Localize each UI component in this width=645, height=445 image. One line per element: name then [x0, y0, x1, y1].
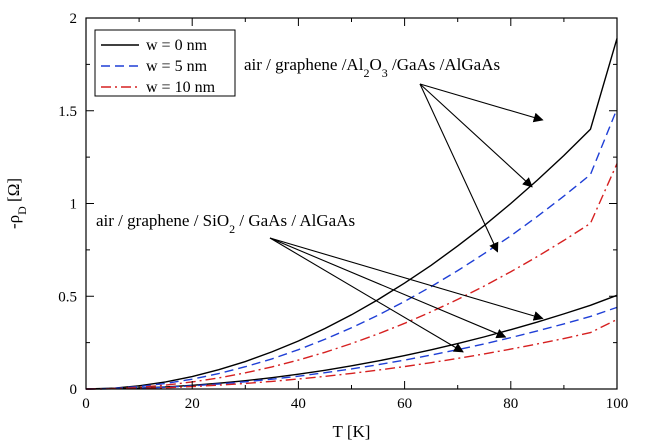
annotation-al2o3-arrow — [419, 83, 544, 123]
series-line-al2o3-2 — [85, 163, 618, 390]
y-tick-label: 1.5 — [58, 104, 77, 120]
x-tick-label: 20 — [185, 396, 200, 412]
series-line-al2o3-1 — [85, 108, 618, 390]
plot-lines — [85, 38, 618, 390]
annotations: air / graphene /Al2O3 /GaAs /AlGaAs air /… — [96, 55, 544, 353]
y-axis-title-subscript: D — [15, 206, 29, 215]
y-tick-label: 1 — [70, 197, 78, 213]
y-tick-label: 2 — [70, 11, 78, 27]
series-line-sio2-2 — [85, 318, 618, 390]
annotation-sio2-arrow — [269, 237, 544, 321]
y-tick-label: 0 — [70, 382, 78, 398]
ticks — [85, 17, 618, 390]
x-tick-label: 100 — [606, 396, 629, 412]
annotation-al2o3-text: air / graphene /Al2O3 /GaAs /AlGaAs — [244, 55, 500, 80]
x-tick-label: 60 — [397, 396, 412, 412]
y-tick-label: 0.5 — [58, 289, 77, 305]
annotation-sio2-arrow — [269, 237, 464, 353]
series-line-al2o3-0 — [85, 38, 618, 390]
annotation-al2o3-arrow — [419, 83, 533, 188]
legend-box — [94, 29, 236, 97]
series-line-sio2-1 — [85, 306, 618, 390]
legend-label: w = 0 nm — [146, 37, 208, 54]
y-axis-title: -ρD [Ω] — [4, 178, 29, 229]
annotation-al2o3-arrow — [419, 83, 499, 253]
x-tick-label: 40 — [291, 396, 306, 412]
x-tick-label: 0 — [82, 396, 90, 412]
x-tick-label: 80 — [503, 396, 518, 412]
y-axis-title-unit: [Ω] — [4, 178, 23, 206]
legend: w = 0 nm w = 5 nm w = 10 nm — [94, 29, 236, 97]
annotation-sio2-arrow — [269, 237, 507, 339]
y-axis-title-main: -ρ — [4, 215, 23, 229]
legend-label: w = 5 nm — [146, 58, 208, 75]
x-axis-title: T [K] — [333, 422, 371, 441]
series-line-sio2-0 — [85, 294, 618, 390]
legend-label: w = 10 nm — [146, 79, 216, 96]
tick-labels: 0 20 40 60 80 100 0 0.5 1 1.5 2 — [58, 11, 628, 412]
annotation-sio2-text: air / graphene / SiO2 / GaAs / AlGaAs — [96, 211, 355, 236]
